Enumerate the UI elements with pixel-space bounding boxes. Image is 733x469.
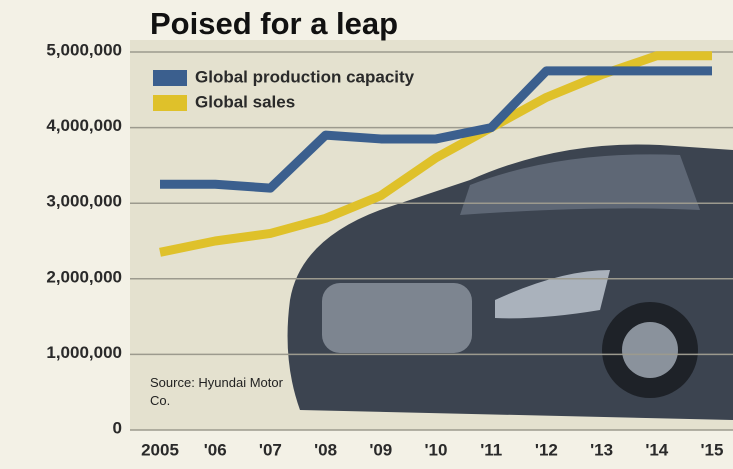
y-tick-label: 3,000,000 — [46, 192, 122, 211]
x-tick-label: '10 — [425, 440, 448, 459]
y-tick-label: 2,000,000 — [46, 267, 122, 286]
legend-swatch — [153, 70, 187, 86]
x-tick-label: '08 — [314, 440, 337, 459]
x-tick-label: '06 — [204, 440, 227, 459]
y-tick-label: 0 — [113, 418, 122, 437]
x-tick-label: '09 — [369, 440, 392, 459]
chart: Poised for a leap 0 1,000,000 2,000,000 3,0… — [0, 0, 733, 469]
x-tick-label: 2005 — [141, 440, 179, 459]
x-tick-label: '11 — [480, 440, 502, 459]
source-note: Source: Hyundai Motor Co. — [150, 374, 290, 410]
chart-svg: Poised for a leap 0 1,000,000 2,000,000 3,0… — [0, 0, 733, 469]
legend-label: Global sales — [195, 92, 295, 111]
y-tick-label: 1,000,000 — [46, 343, 122, 362]
y-tick-label: 5,000,000 — [46, 40, 122, 59]
x-tick-label: '13 — [590, 440, 613, 459]
legend-label: Global production capacity — [195, 67, 415, 86]
x-tick-label: '12 — [535, 440, 558, 459]
x-tick-label: '15 — [701, 440, 724, 459]
x-tick-label: '07 — [259, 440, 282, 459]
chart-title: Poised for a leap — [150, 6, 398, 41]
legend-swatch — [153, 95, 187, 111]
x-tick-label: '14 — [645, 440, 668, 459]
y-tick-label: 4,000,000 — [46, 116, 122, 135]
